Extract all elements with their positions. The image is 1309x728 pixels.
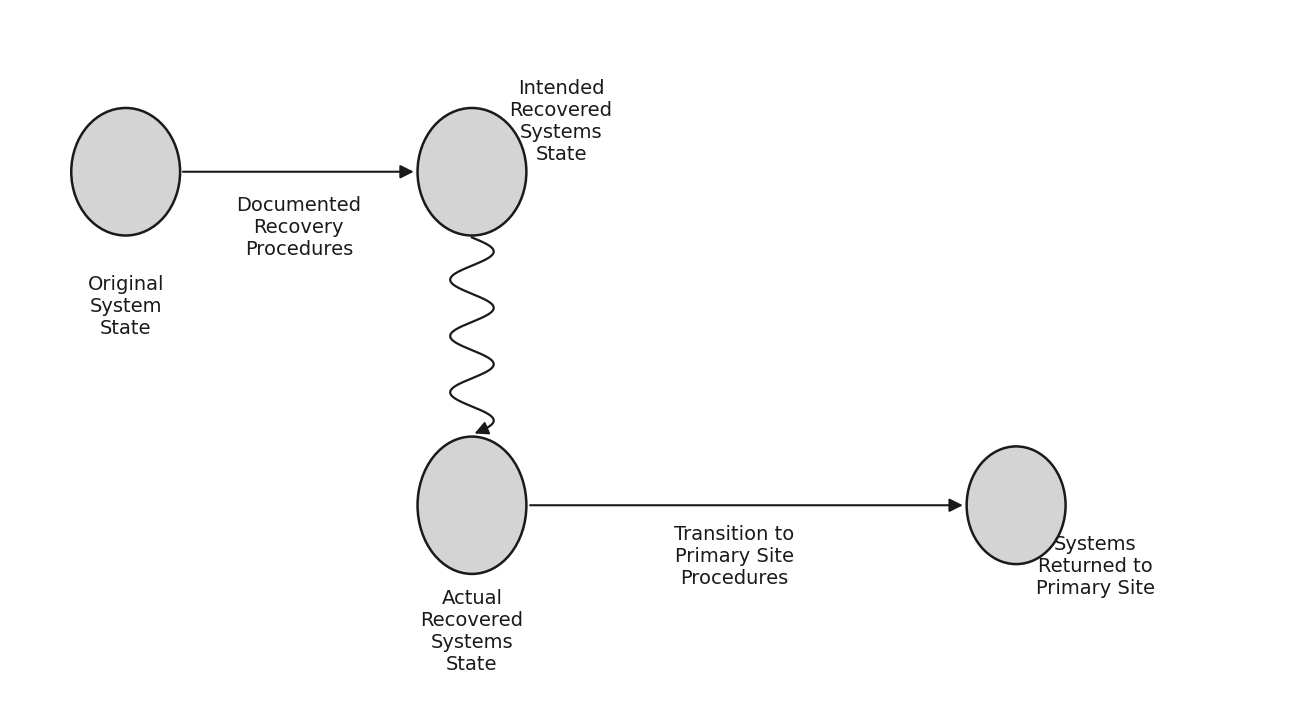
Text: Original
System
State: Original System State: [88, 274, 164, 338]
Text: Actual
Recovered
Systems
State: Actual Recovered Systems State: [420, 589, 524, 673]
Ellipse shape: [418, 437, 526, 574]
Text: Transition to
Primary Site
Procedures: Transition to Primary Site Procedures: [674, 525, 795, 588]
Text: Documented
Recovery
Procedures: Documented Recovery Procedures: [237, 197, 361, 259]
Ellipse shape: [966, 446, 1066, 564]
Text: Intended
Recovered
Systems
State: Intended Recovered Systems State: [509, 79, 613, 164]
Ellipse shape: [71, 108, 181, 235]
Ellipse shape: [418, 108, 526, 235]
Text: Systems
Returned to
Primary Site: Systems Returned to Primary Site: [1035, 534, 1155, 598]
